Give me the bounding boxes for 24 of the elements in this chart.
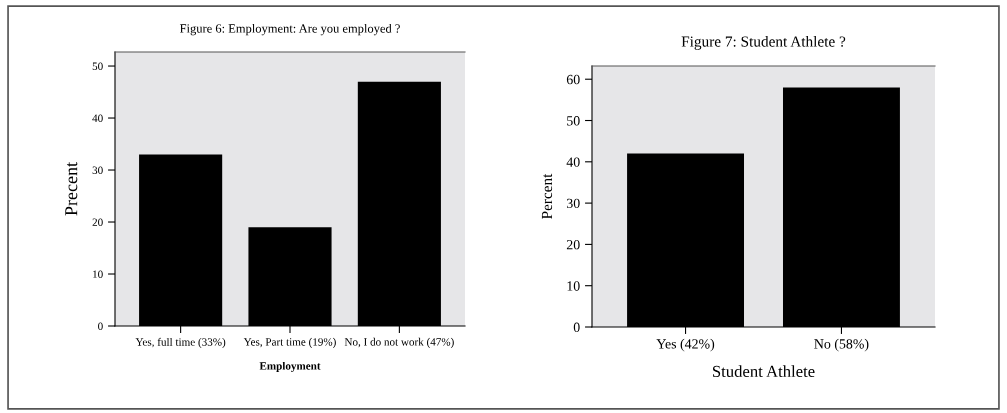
- y-tick-label: 30: [566, 198, 580, 209]
- y-tick-label: 0: [98, 322, 103, 330]
- y-axis-title: Precent: [65, 162, 78, 216]
- chart-title: Figure 6: Employment: Are you employed ?: [179, 23, 400, 36]
- x-axis-title: Student Athlete: [713, 365, 815, 378]
- y-tick-label: 40: [92, 114, 103, 122]
- y-tick-label: 20: [566, 239, 580, 250]
- y-tick-label: 20: [92, 218, 103, 226]
- x-tick-label: Yes (42%): [656, 338, 715, 352]
- x-tick-label: Yes, full time (33%): [135, 337, 226, 348]
- y-tick-label: 50: [92, 62, 103, 70]
- y-tick-label: 10: [567, 281, 580, 291]
- chart-title: Figure 7: Student Athlete ?: [681, 35, 846, 50]
- x-tick-label: No (58%): [814, 338, 869, 352]
- y-tick-label: 60: [566, 74, 580, 85]
- y-tick-label: 0: [573, 322, 580, 332]
- y-tick-label: 50: [567, 116, 580, 126]
- x-axis-title: Employment: [259, 361, 321, 372]
- y-tick-label: 30: [92, 166, 103, 174]
- x-tick-label: No, I do not work (47%): [344, 337, 454, 348]
- y-tick-label: 10: [93, 270, 103, 278]
- y-axis-title: Percent: [541, 173, 553, 219]
- y-tick-label: 40: [566, 157, 580, 167]
- x-tick-label: Yes, Part time (19%): [243, 337, 336, 348]
